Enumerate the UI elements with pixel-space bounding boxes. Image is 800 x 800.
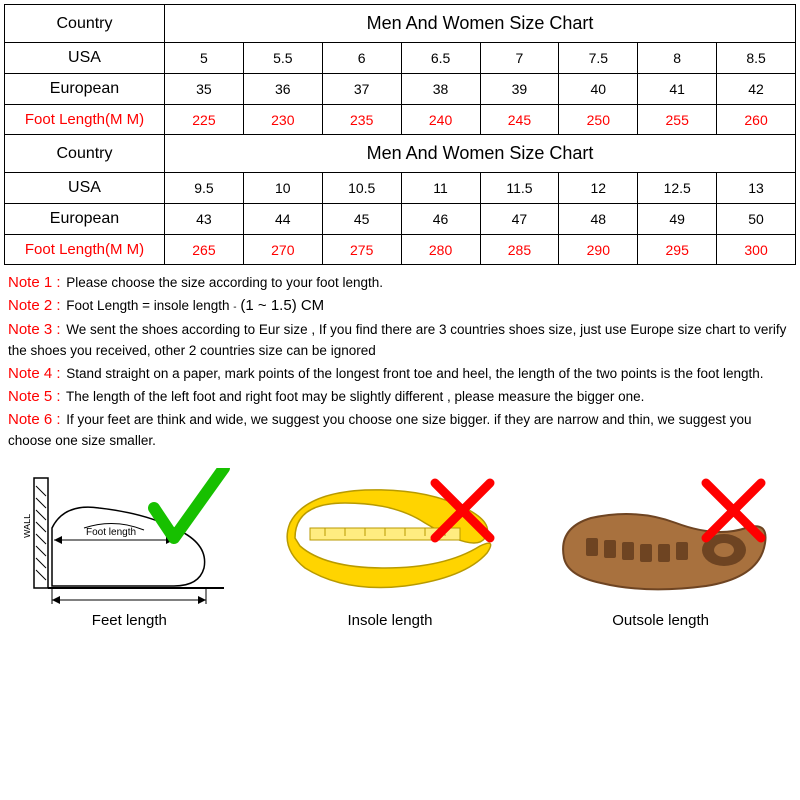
notes-section: Note 1 : Please choose the size accordin… — [4, 265, 796, 460]
note-1-text: Please choose the size according to your… — [66, 275, 383, 290]
note-5: Note 5 : The length of the left foot and… — [8, 385, 792, 408]
insole-length-diagram: Insole length — [275, 468, 505, 629]
note-5-label: Note 5 : — [8, 388, 61, 405]
note-6-text: If your feet are think and wide, we sugg… — [8, 412, 751, 448]
chart-title-2: Men And Women Size Chart — [165, 135, 796, 173]
outsole-length-caption: Outsole length — [546, 612, 776, 629]
country-header: Country — [5, 5, 165, 43]
feet-length-diagram: WALL Foot length Feet length — [24, 468, 234, 629]
note-4: Note 4 : Stand straight on a paper, mark… — [8, 362, 792, 385]
note-2-dash: - — [233, 302, 236, 313]
note-3-label: Note 3 : — [8, 321, 61, 338]
feet-length-icon: WALL Foot length — [24, 468, 234, 608]
chart-title: Men And Women Size Chart — [165, 5, 796, 43]
insole-length-icon — [275, 468, 505, 608]
note-1-label: Note 1 : — [8, 274, 61, 291]
note-2-text-a: Foot Length = insole length — [66, 298, 233, 313]
foot-length-arrow-label: Foot length — [86, 527, 136, 538]
european-row-2: European 43 44 45 46 47 48 49 50 — [5, 204, 796, 235]
note-2-text-b: (1 ~ 1.5) CM — [240, 297, 324, 314]
note-3-text: We sent the shoes according to Eur size … — [8, 322, 786, 358]
country-header-2: Country — [5, 135, 165, 173]
wall-label: WALL — [24, 514, 32, 538]
feet-length-caption: Feet length — [24, 612, 234, 629]
note-6-label: Note 6 : — [8, 411, 61, 428]
european-row-1: European 35 36 37 38 39 40 41 42 — [5, 74, 796, 105]
insole-length-caption: Insole length — [275, 612, 505, 629]
usa-row-1: USA 5 5.5 6 6.5 7 7.5 8 8.5 — [5, 43, 796, 74]
note-5-text: The length of the left foot and right fo… — [66, 389, 644, 404]
note-3: Note 3 : We sent the shoes according to … — [8, 318, 792, 362]
foot-length-label-2: Foot Length(M M) — [5, 235, 165, 265]
european-label: European — [5, 74, 165, 105]
european-label-2: European — [5, 204, 165, 235]
usa-label: USA — [5, 43, 165, 74]
length-row-2: Foot Length(M M) 265 270 275 280 285 290… — [5, 235, 796, 265]
usa-row-2: USA 9.5 10 10.5 11 11.5 12 12.5 13 — [5, 173, 796, 204]
illustration-row: WALL Foot length Feet length — [4, 460, 796, 639]
usa-label-2: USA — [5, 173, 165, 204]
note-6: Note 6 : If your feet are think and wide… — [8, 408, 792, 452]
foot-length-label: Foot Length(M M) — [5, 105, 165, 135]
length-row-1: Foot Length(M M) 225 230 235 240 245 250… — [5, 105, 796, 135]
note-4-label: Note 4 : — [8, 365, 61, 382]
outsole-length-icon — [546, 468, 776, 608]
note-2: Note 2 : Foot Length = insole length - (… — [8, 294, 792, 317]
note-2-label: Note 2 : — [8, 297, 61, 314]
size-chart-table: Country Men And Women Size Chart USA 5 5… — [4, 4, 796, 265]
note-1: Note 1 : Please choose the size accordin… — [8, 271, 792, 294]
outsole-length-diagram: Outsole length — [546, 468, 776, 629]
note-4-text: Stand straight on a paper, mark points o… — [66, 366, 763, 381]
